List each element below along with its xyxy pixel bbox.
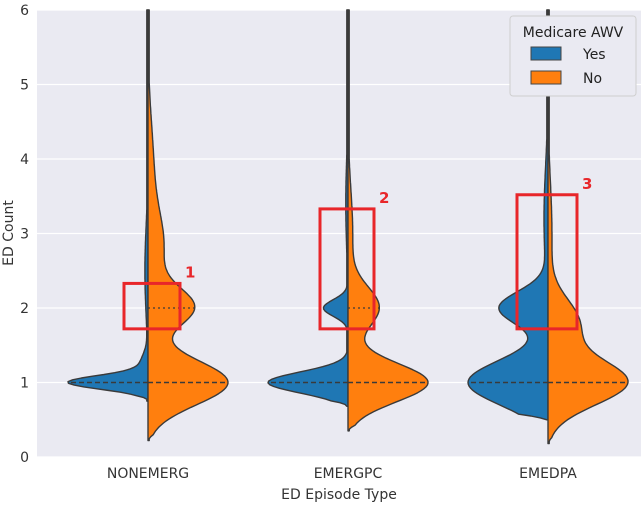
violin-yes-nonemerg [67, 9, 149, 402]
legend-title: Medicare AWV [523, 25, 624, 41]
annotations: 1 2 3 [122, 175, 592, 331]
y-tick-label: 3 [20, 227, 29, 243]
x-tick-label: NONEMERG [107, 466, 189, 482]
x-tick-labels: NONEMERG EMERGPC EMEDPA [107, 466, 577, 482]
annotation-box-3 [515, 193, 579, 331]
violin-no-nonemerg [147, 9, 229, 442]
y-tick-label: 5 [20, 78, 29, 94]
annotation-label-3: 3 [582, 175, 592, 193]
violin-yes-emergpc [267, 9, 349, 408]
violins [67, 9, 629, 445]
violin-no-emergpc [347, 9, 429, 432]
x-axis-label: ED Episode Type [281, 487, 397, 503]
legend-label-no: No [583, 71, 602, 87]
y-axis-label: ED Count [1, 200, 17, 266]
y-tick-label: 2 [20, 301, 29, 317]
annotation-box-2 [318, 207, 376, 331]
x-tick-label: EMERGPC [314, 466, 383, 482]
y-tick-label: 0 [20, 450, 29, 466]
y-tick-label: 6 [20, 3, 29, 19]
annotation-label-2: 2 [379, 189, 389, 207]
legend-swatch-yes [530, 46, 562, 61]
annotation-label-1: 1 [185, 263, 195, 281]
legend-swatch-no [530, 70, 562, 85]
x-tick-label: EMEDPA [519, 466, 577, 482]
legend-label-yes: Yes [582, 47, 606, 63]
y-tick-label: 4 [20, 152, 29, 168]
y-tick-label: 1 [20, 376, 29, 392]
y-tick-labels: 0 1 2 3 4 5 6 [20, 3, 29, 466]
annotation-box-1 [122, 281, 182, 331]
legend: Medicare AWV Yes No [509, 15, 637, 97]
